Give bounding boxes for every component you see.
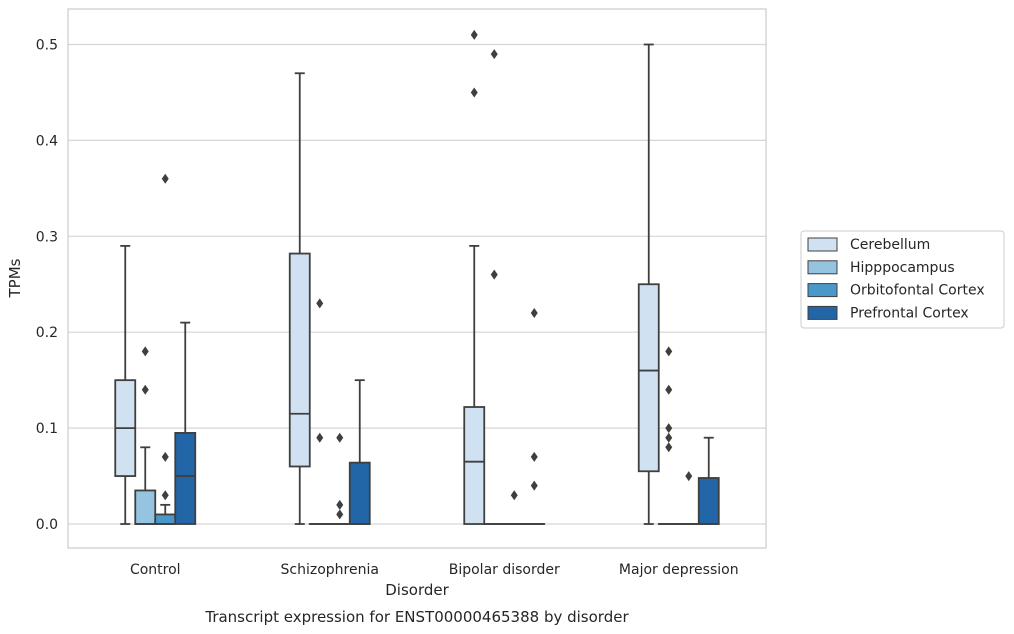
box-hipppocampus — [134, 346, 157, 525]
y-tick-label: 0.1 — [36, 421, 58, 437]
box-prefrontal-cortex — [697, 436, 720, 525]
legend-frame — [800, 230, 1005, 329]
outlier-point — [161, 451, 169, 462]
outlier-point — [530, 480, 538, 491]
outlier-point — [665, 442, 673, 453]
box-body — [288, 252, 311, 468]
box-body — [174, 432, 197, 525]
outlier-point — [470, 87, 478, 98]
box-body — [154, 513, 177, 525]
legend-label: Orbitofontal Cortex — [850, 283, 985, 299]
legend-swatch — [807, 305, 838, 320]
legend-label: Hipppocampus — [850, 260, 955, 276]
legend: Cerebellum Hipppocampus Orbitofontal Corte… — [800, 230, 1005, 329]
outlier-point — [490, 269, 498, 280]
box-cerebellum — [114, 244, 137, 525]
outlier-point — [530, 451, 538, 462]
x-tick-label: Major depression — [619, 562, 739, 578]
outlier-point — [161, 490, 169, 501]
outlier-point — [665, 423, 673, 434]
box-body — [463, 406, 486, 525]
box-prefrontal-cortex — [523, 308, 546, 525]
outlier-point — [141, 346, 149, 357]
box-body — [134, 489, 157, 525]
outlier-point — [336, 509, 344, 520]
outlier-point — [161, 173, 169, 184]
outlier-point — [316, 298, 324, 309]
legend-swatch — [807, 260, 838, 275]
box-cerebellum — [288, 72, 311, 525]
legend-swatch — [807, 237, 838, 252]
plot-background — [68, 9, 766, 548]
x-tick-label: Control — [130, 562, 181, 578]
x-tick-label: Bipolar disorder — [449, 562, 560, 578]
y-tick-label: 0.2 — [36, 325, 58, 341]
outlier-point — [141, 384, 149, 395]
box-body — [697, 477, 720, 525]
outlier-point — [336, 499, 344, 510]
y-tick-label: 0.0 — [36, 517, 58, 533]
box-orbitofontal-cortex — [328, 432, 351, 525]
box-cerebellum — [463, 29, 486, 525]
outlier-point — [510, 490, 518, 501]
y-axis-label: TPMs — [6, 258, 24, 298]
x-tick-labels: Control Schizophrenia Bipolar disorder Majo… — [130, 562, 739, 578]
outlier-point — [490, 49, 498, 60]
chart-title: Transcript expression for ENST0000046538… — [204, 608, 629, 626]
box-prefrontal-cortex — [348, 379, 371, 525]
outlier-point — [665, 346, 673, 357]
box-prefrontal-cortex — [174, 321, 197, 525]
outlier-point — [665, 432, 673, 443]
legend-label: Prefrontal Cortex — [850, 305, 969, 321]
y-tick-label: 0.3 — [36, 229, 58, 245]
box-body — [637, 283, 660, 473]
x-tick-label: Schizophrenia — [281, 562, 379, 578]
outlier-point — [336, 432, 344, 443]
y-tick-labels: 0.0 0.1 0.2 0.3 0.4 0.5 — [36, 37, 58, 533]
outlier-point — [316, 432, 324, 443]
legend-label: Cerebellum — [850, 237, 930, 253]
outlier-point — [530, 308, 538, 319]
legend-swatch — [807, 283, 838, 298]
y-tick-label: 0.5 — [36, 37, 58, 53]
box-cerebellum — [637, 43, 660, 525]
box-body — [348, 461, 371, 525]
box-series — [114, 29, 720, 525]
y-tick-label: 0.4 — [36, 133, 58, 149]
outlier-point — [470, 29, 478, 40]
outlier-point — [665, 384, 673, 395]
outlier-point — [685, 471, 693, 482]
plot-frame — [67, 8, 767, 549]
x-axis-label: Disorder — [385, 581, 449, 599]
